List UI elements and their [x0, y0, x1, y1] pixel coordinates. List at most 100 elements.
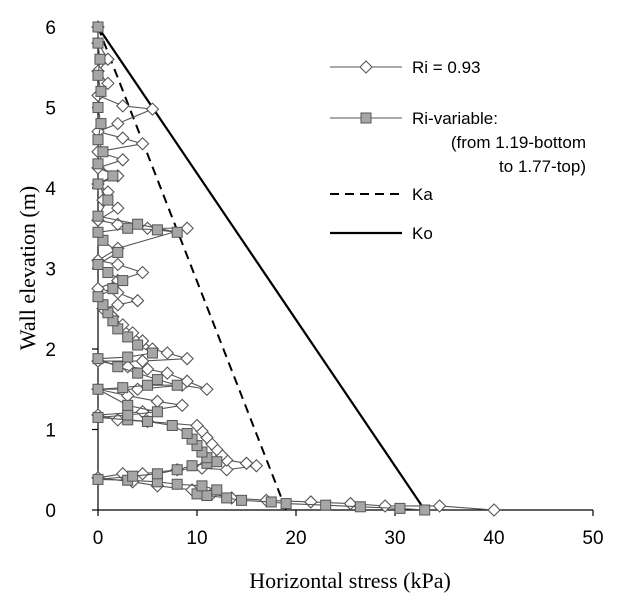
series-rivar-point [97, 146, 109, 158]
series-rivar-point [151, 468, 163, 480]
series-rivar-point [171, 464, 183, 476]
series-ri093-point [130, 382, 145, 397]
series-rivar-point [92, 473, 104, 485]
legend-label: Ka [412, 185, 433, 204]
x-tick-label: 40 [483, 528, 504, 549]
series-ri093-point [487, 503, 501, 517]
series-ri093-point [115, 153, 130, 167]
series-rivar-point [211, 456, 223, 468]
series-ri093-point [111, 257, 125, 272]
series-rivar-point [117, 382, 129, 394]
series-ri093-point [111, 201, 125, 215]
series-rivar-point [92, 258, 104, 270]
series-rivar-point [107, 170, 119, 182]
series-ko-line [97, 26, 426, 511]
series-rivar-point [151, 224, 163, 236]
series-ri093-point [111, 413, 125, 427]
series-ri093-point [111, 297, 125, 312]
series-rivar-point [92, 102, 104, 113]
plot-layer: 0 10 20 30 40 50 0 1 2 3 4 5 6 Ri = 0.93 Ri-variable: (… [45, 18, 603, 549]
series-rivar-point [171, 478, 183, 490]
series-rivar-point [112, 246, 124, 258]
y-tick-label: 2 [45, 340, 56, 361]
series-ri093-point [378, 499, 392, 513]
series-rivar-point [122, 222, 134, 234]
series-ri093-point [135, 466, 150, 481]
series-rivar-point [122, 409, 134, 421]
series-rivar-point [122, 351, 134, 363]
series-rivar-point [92, 37, 104, 49]
series-ri093-point [150, 394, 165, 409]
series-rivar-point [186, 460, 198, 472]
series-rivar-point [151, 374, 163, 386]
series-rivar-point [117, 275, 129, 287]
series-rivar-point [171, 379, 183, 391]
series-ka-line [97, 26, 288, 511]
x-tick-label: 20 [285, 528, 306, 549]
series-ri093-point [190, 418, 204, 433]
legend-label: Ri-variable: [412, 109, 498, 128]
series-rivar-point [112, 361, 124, 373]
series-ri093-point [130, 293, 145, 308]
x-tick-label: 0 [93, 528, 104, 549]
series-rivar-point [236, 494, 248, 506]
series-ri093-point [140, 221, 155, 236]
series-ri093-point [140, 362, 155, 376]
series-rivar-point [146, 347, 158, 359]
series-rivar-point [92, 210, 104, 222]
series-ri093-point [249, 458, 264, 473]
x-tick-label: 50 [582, 528, 603, 549]
series-rivar-point [142, 379, 153, 391]
series-rivar-point [151, 406, 163, 418]
legend-label: (from 1.19-bottom [451, 133, 586, 152]
series-rivar-point [419, 504, 431, 516]
series-rivar-point [95, 85, 107, 97]
series-rivar-point [107, 283, 119, 295]
series-rivar-point [92, 69, 104, 81]
y-tick-label: 6 [45, 18, 56, 39]
series-rivar-point [354, 501, 366, 513]
series-ri093-point [160, 346, 175, 360]
legend-label: Ri = 0.93 [412, 58, 481, 77]
series-rivar-line [96, 27, 425, 511]
y-tick-label: 5 [45, 99, 56, 120]
series-ri093-point [160, 366, 175, 380]
series-ri093-point [219, 462, 234, 477]
series-rivar-point [280, 498, 292, 510]
y-axis-title: Wall elevation (m) [15, 186, 40, 350]
series-rivar-point [394, 502, 406, 514]
series-ri093-point [239, 456, 254, 471]
series-rivar-point [201, 490, 213, 502]
series-ri093-point [115, 131, 130, 145]
y-tick-label: 1 [45, 421, 56, 442]
series-rivar-point [132, 367, 144, 379]
series-rivar-point [171, 226, 183, 238]
y-axis-title-group: Wall elevation (m) [15, 186, 40, 350]
series-rivar-point [102, 194, 114, 206]
x-tick-label: 30 [384, 528, 405, 549]
series-rivar-point [92, 226, 104, 238]
series-rivar-point [102, 267, 114, 279]
series-rivar-point [142, 415, 153, 427]
legend-label: to 1.77-top) [499, 157, 586, 176]
series-ri093-point [135, 265, 150, 280]
series-ri093-point [432, 499, 447, 513]
series-rivar-point [132, 218, 144, 230]
series-ri093-point [180, 221, 194, 236]
series-ri093-point [343, 496, 358, 511]
series-rivar-point [196, 480, 208, 492]
x-tick-label: 10 [186, 528, 207, 549]
series-ri093-line [96, 27, 495, 511]
series-ri093-point [180, 374, 194, 388]
series-rivar-point [221, 492, 233, 504]
series-ri093-point [180, 351, 194, 366]
series-rivar-point [265, 496, 277, 508]
series-rivar-point [92, 411, 104, 423]
series-ri093-point [115, 99, 130, 113]
series-rivar-point [166, 419, 178, 431]
legend-label: Ko [412, 224, 433, 243]
series-rivar-point [132, 339, 144, 351]
series-rivar-point [127, 470, 139, 482]
series-ri093-point [145, 102, 160, 116]
